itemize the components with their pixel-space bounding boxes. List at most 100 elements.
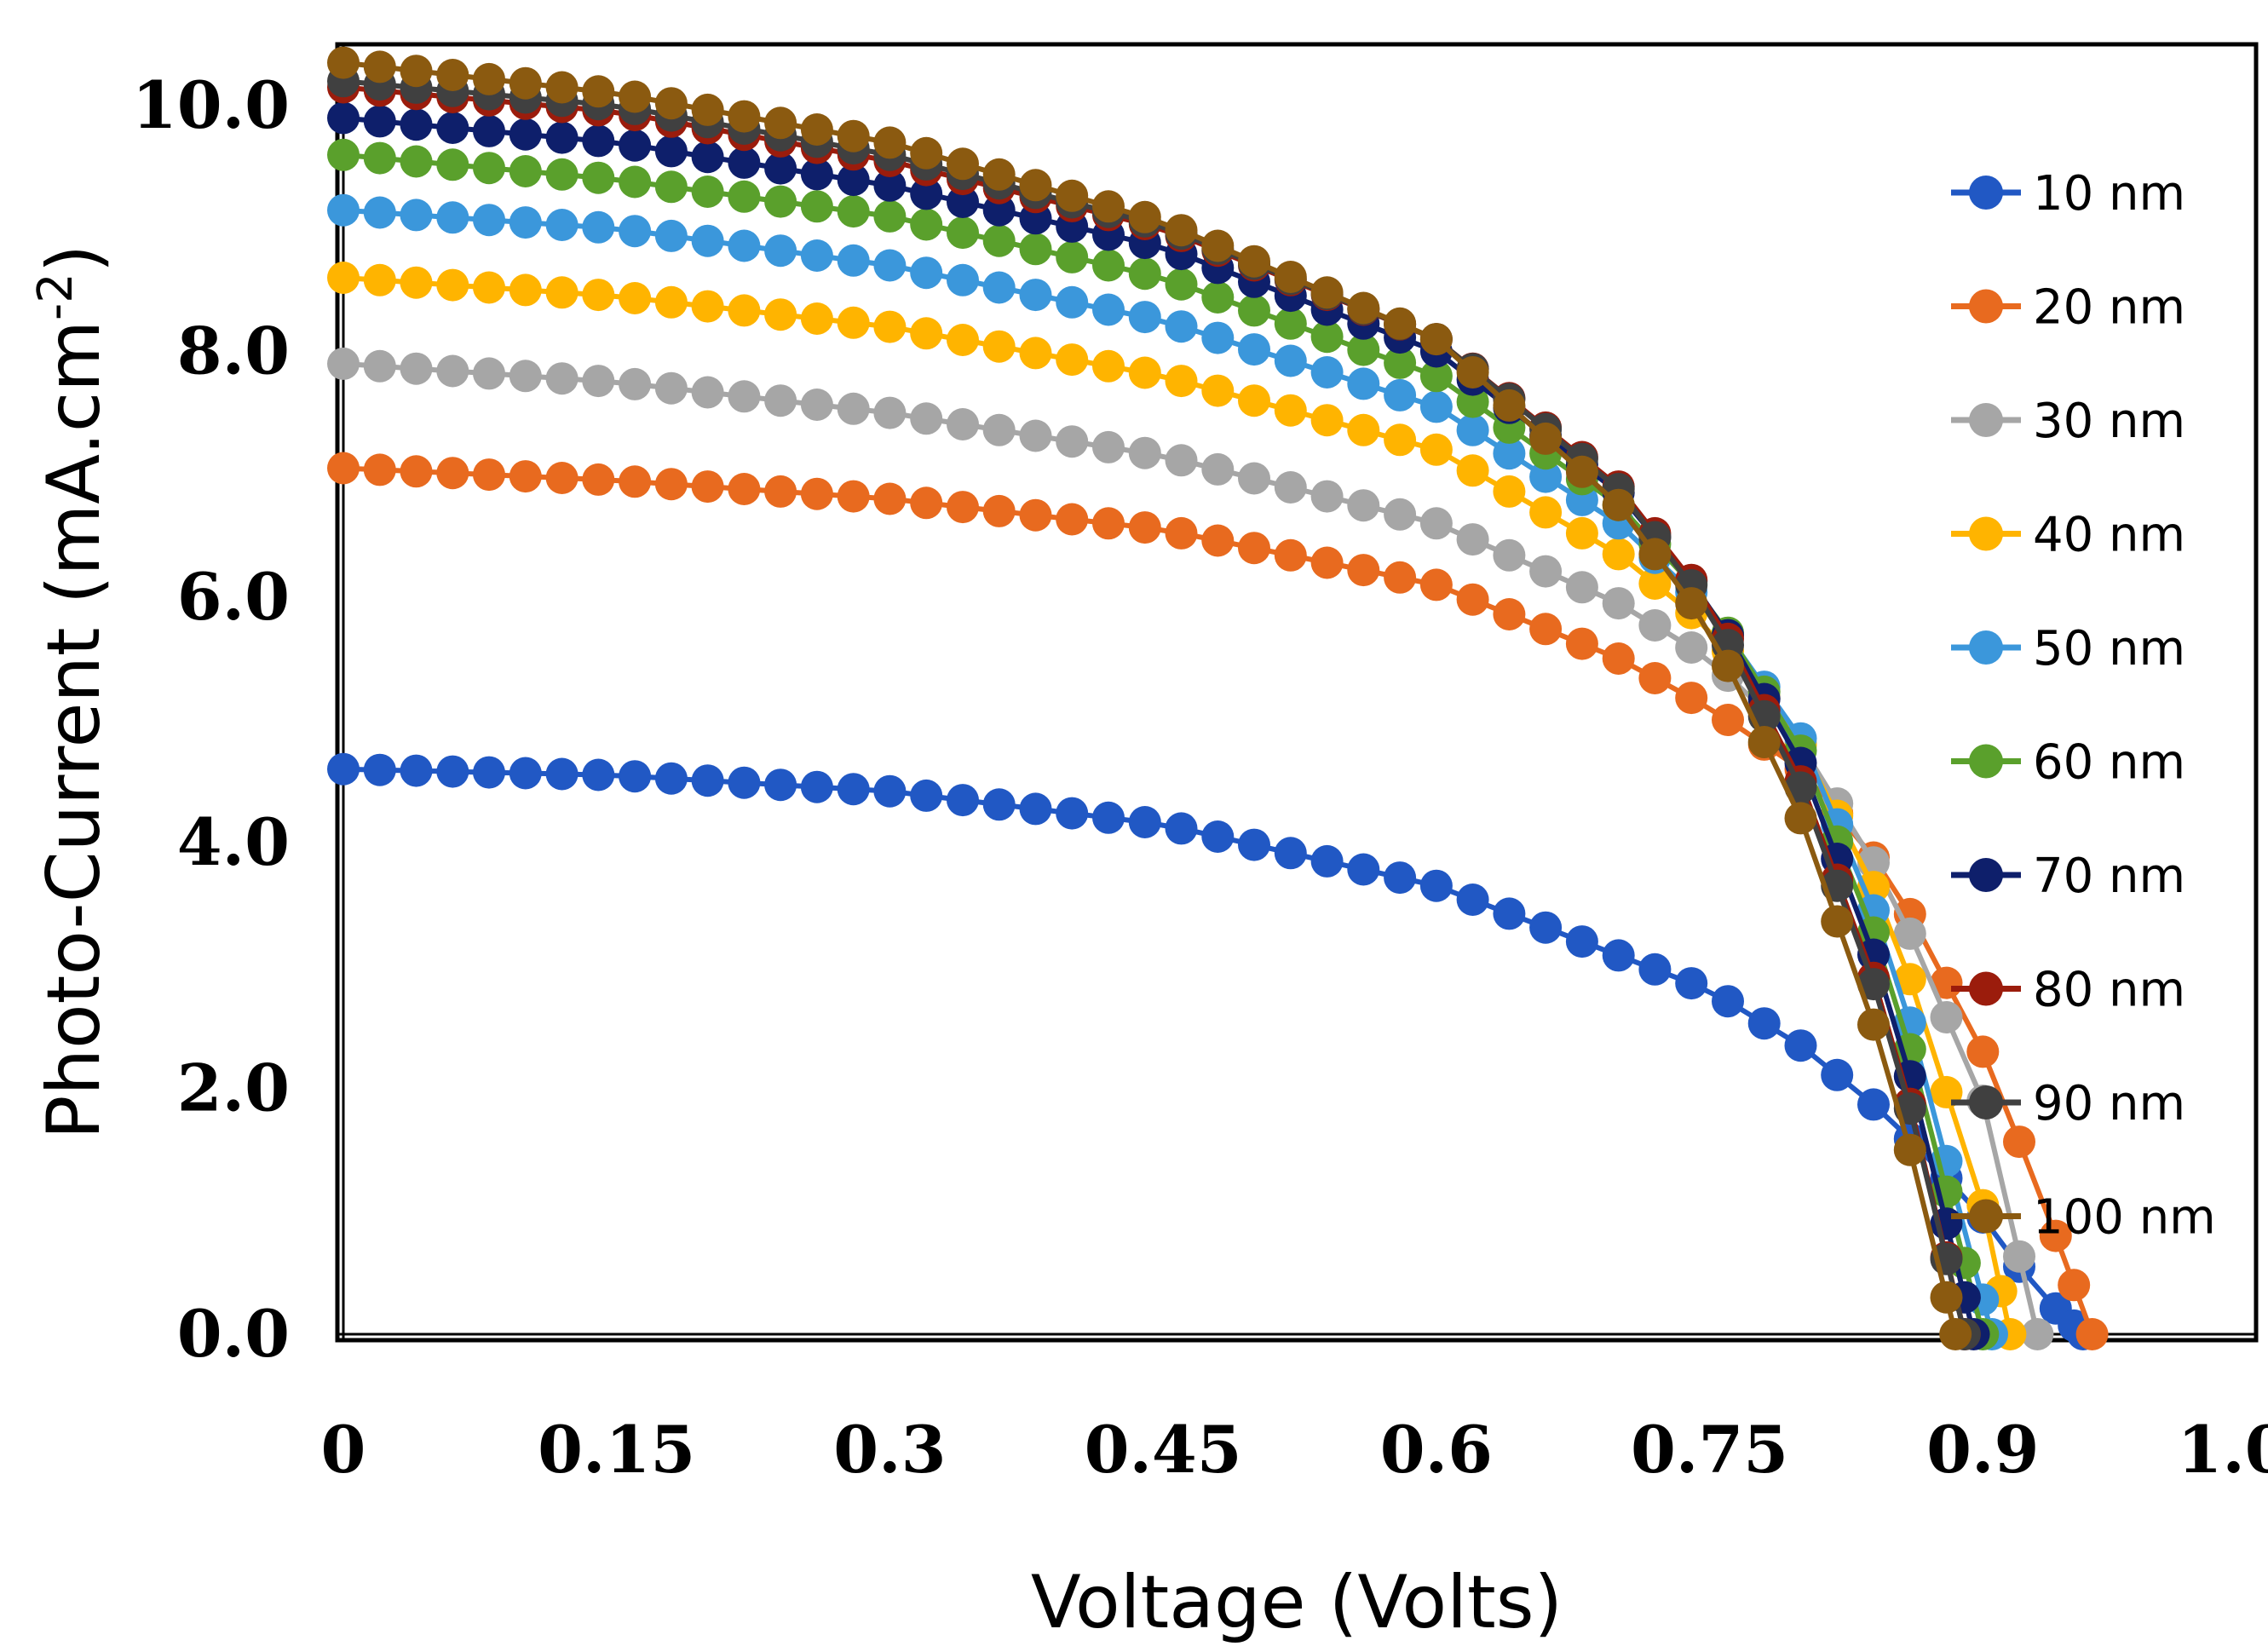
- legend-item: 20 nm: [1951, 280, 2185, 336]
- data-point: [1347, 333, 1380, 366]
- data-point: [327, 138, 360, 171]
- x-tick-label: 0.6: [1380, 1412, 1493, 1488]
- data-point: [1419, 360, 1453, 393]
- data-point: [1747, 1007, 1781, 1040]
- series-100-nm: [327, 46, 1972, 1350]
- data-point: [1930, 1281, 1963, 1314]
- data-point: [436, 457, 469, 490]
- data-point: [1128, 200, 1161, 233]
- data-point: [800, 158, 833, 191]
- data-point: [1893, 1133, 1926, 1166]
- data-point: [837, 119, 870, 153]
- data-point: [473, 271, 505, 304]
- data-point: [2039, 1219, 2072, 1252]
- data-point: [619, 760, 652, 793]
- data-point: [1529, 460, 1563, 493]
- data-point: [327, 262, 360, 294]
- data-point: [982, 158, 1016, 191]
- data-point: [509, 757, 542, 790]
- data-point: [400, 108, 433, 141]
- legend-swatch-marker: [1969, 289, 2003, 324]
- data-point: [509, 155, 542, 187]
- data-point: [873, 310, 907, 343]
- data-point: [1310, 404, 1344, 437]
- x-tick-label: 0.75: [1631, 1412, 1788, 1488]
- data-point: [1347, 853, 1380, 886]
- data-point: [582, 124, 615, 158]
- legend-label: 30 nm: [2033, 394, 2185, 449]
- data-point: [1347, 413, 1380, 446]
- data-point: [691, 290, 724, 323]
- series-20-nm: [327, 452, 2109, 1350]
- data-point: [619, 129, 652, 162]
- data-point: [800, 302, 833, 335]
- data-point: [691, 93, 724, 126]
- data-point: [1747, 726, 1781, 758]
- data-point: [582, 279, 615, 312]
- data-point: [947, 186, 979, 218]
- data-point: [400, 199, 433, 232]
- data-point: [910, 779, 943, 812]
- data-point: [1019, 792, 1052, 826]
- x-axis-title: Voltage (Volts): [1031, 1560, 1563, 1645]
- data-point: [691, 376, 724, 409]
- x-tick-label: 0.15: [538, 1412, 695, 1488]
- data-point: [1056, 425, 1089, 458]
- data-point: [2058, 1269, 2091, 1302]
- data-point: [1165, 812, 1198, 845]
- data-point: [1201, 452, 1235, 486]
- legend-item: 90 nm: [1951, 1076, 2185, 1131]
- data-point: [1419, 390, 1453, 423]
- data-point: [1784, 802, 1817, 835]
- data-point: [363, 50, 396, 83]
- data-point: [1456, 884, 1489, 916]
- data-point: [654, 371, 688, 405]
- data-point: [1675, 682, 1708, 715]
- data-point: [1456, 385, 1489, 418]
- data-point: [1493, 389, 1526, 422]
- data-point: [436, 755, 469, 788]
- data-point: [837, 195, 870, 228]
- data-point: [1893, 963, 1926, 996]
- data-point: [1238, 294, 1270, 327]
- data-point: [436, 268, 469, 302]
- data-point: [1165, 516, 1198, 550]
- data-point: [1565, 455, 1598, 488]
- data-point: [619, 80, 652, 113]
- legend-item: 10 nm: [1951, 166, 2185, 222]
- data-point: [764, 152, 797, 185]
- x-tick-label: 1.05: [2177, 1412, 2268, 1488]
- legend-swatch-marker: [1969, 630, 2003, 665]
- data-point: [728, 146, 761, 179]
- data-point: [1384, 861, 1417, 895]
- y-tick-labels: 0.0 2.0 4.0 6.0 8.0 10.0: [132, 67, 290, 1372]
- data-point: [1019, 169, 1052, 202]
- data-point: [545, 71, 579, 104]
- data-point: [947, 216, 979, 250]
- data-point: [1238, 462, 1270, 495]
- data-point: [1092, 293, 1125, 326]
- legend-swatch-marker: [1969, 516, 2003, 551]
- data-point: [1201, 524, 1235, 557]
- legend-swatch-marker: [1969, 1085, 2003, 1120]
- data-point: [1056, 179, 1089, 212]
- data-point: [1529, 422, 1563, 455]
- data-point: [1565, 925, 1598, 958]
- data-point: [654, 285, 688, 319]
- data-point: [982, 413, 1016, 446]
- data-point: [1602, 538, 1635, 571]
- data-point: [619, 165, 652, 199]
- data-point: [1602, 587, 1635, 620]
- data-point: [436, 59, 469, 91]
- data-point: [1165, 444, 1198, 477]
- data-point: [1930, 1001, 1963, 1033]
- y-tick-label: 6.0: [177, 559, 290, 635]
- data-point: [1821, 1058, 1854, 1091]
- y-tick-label: 8.0: [177, 313, 290, 389]
- data-point: [1456, 356, 1489, 389]
- data-point: [728, 473, 761, 505]
- data-point: [1939, 1318, 1972, 1350]
- data-point: [436, 201, 469, 234]
- data-point: [436, 112, 469, 144]
